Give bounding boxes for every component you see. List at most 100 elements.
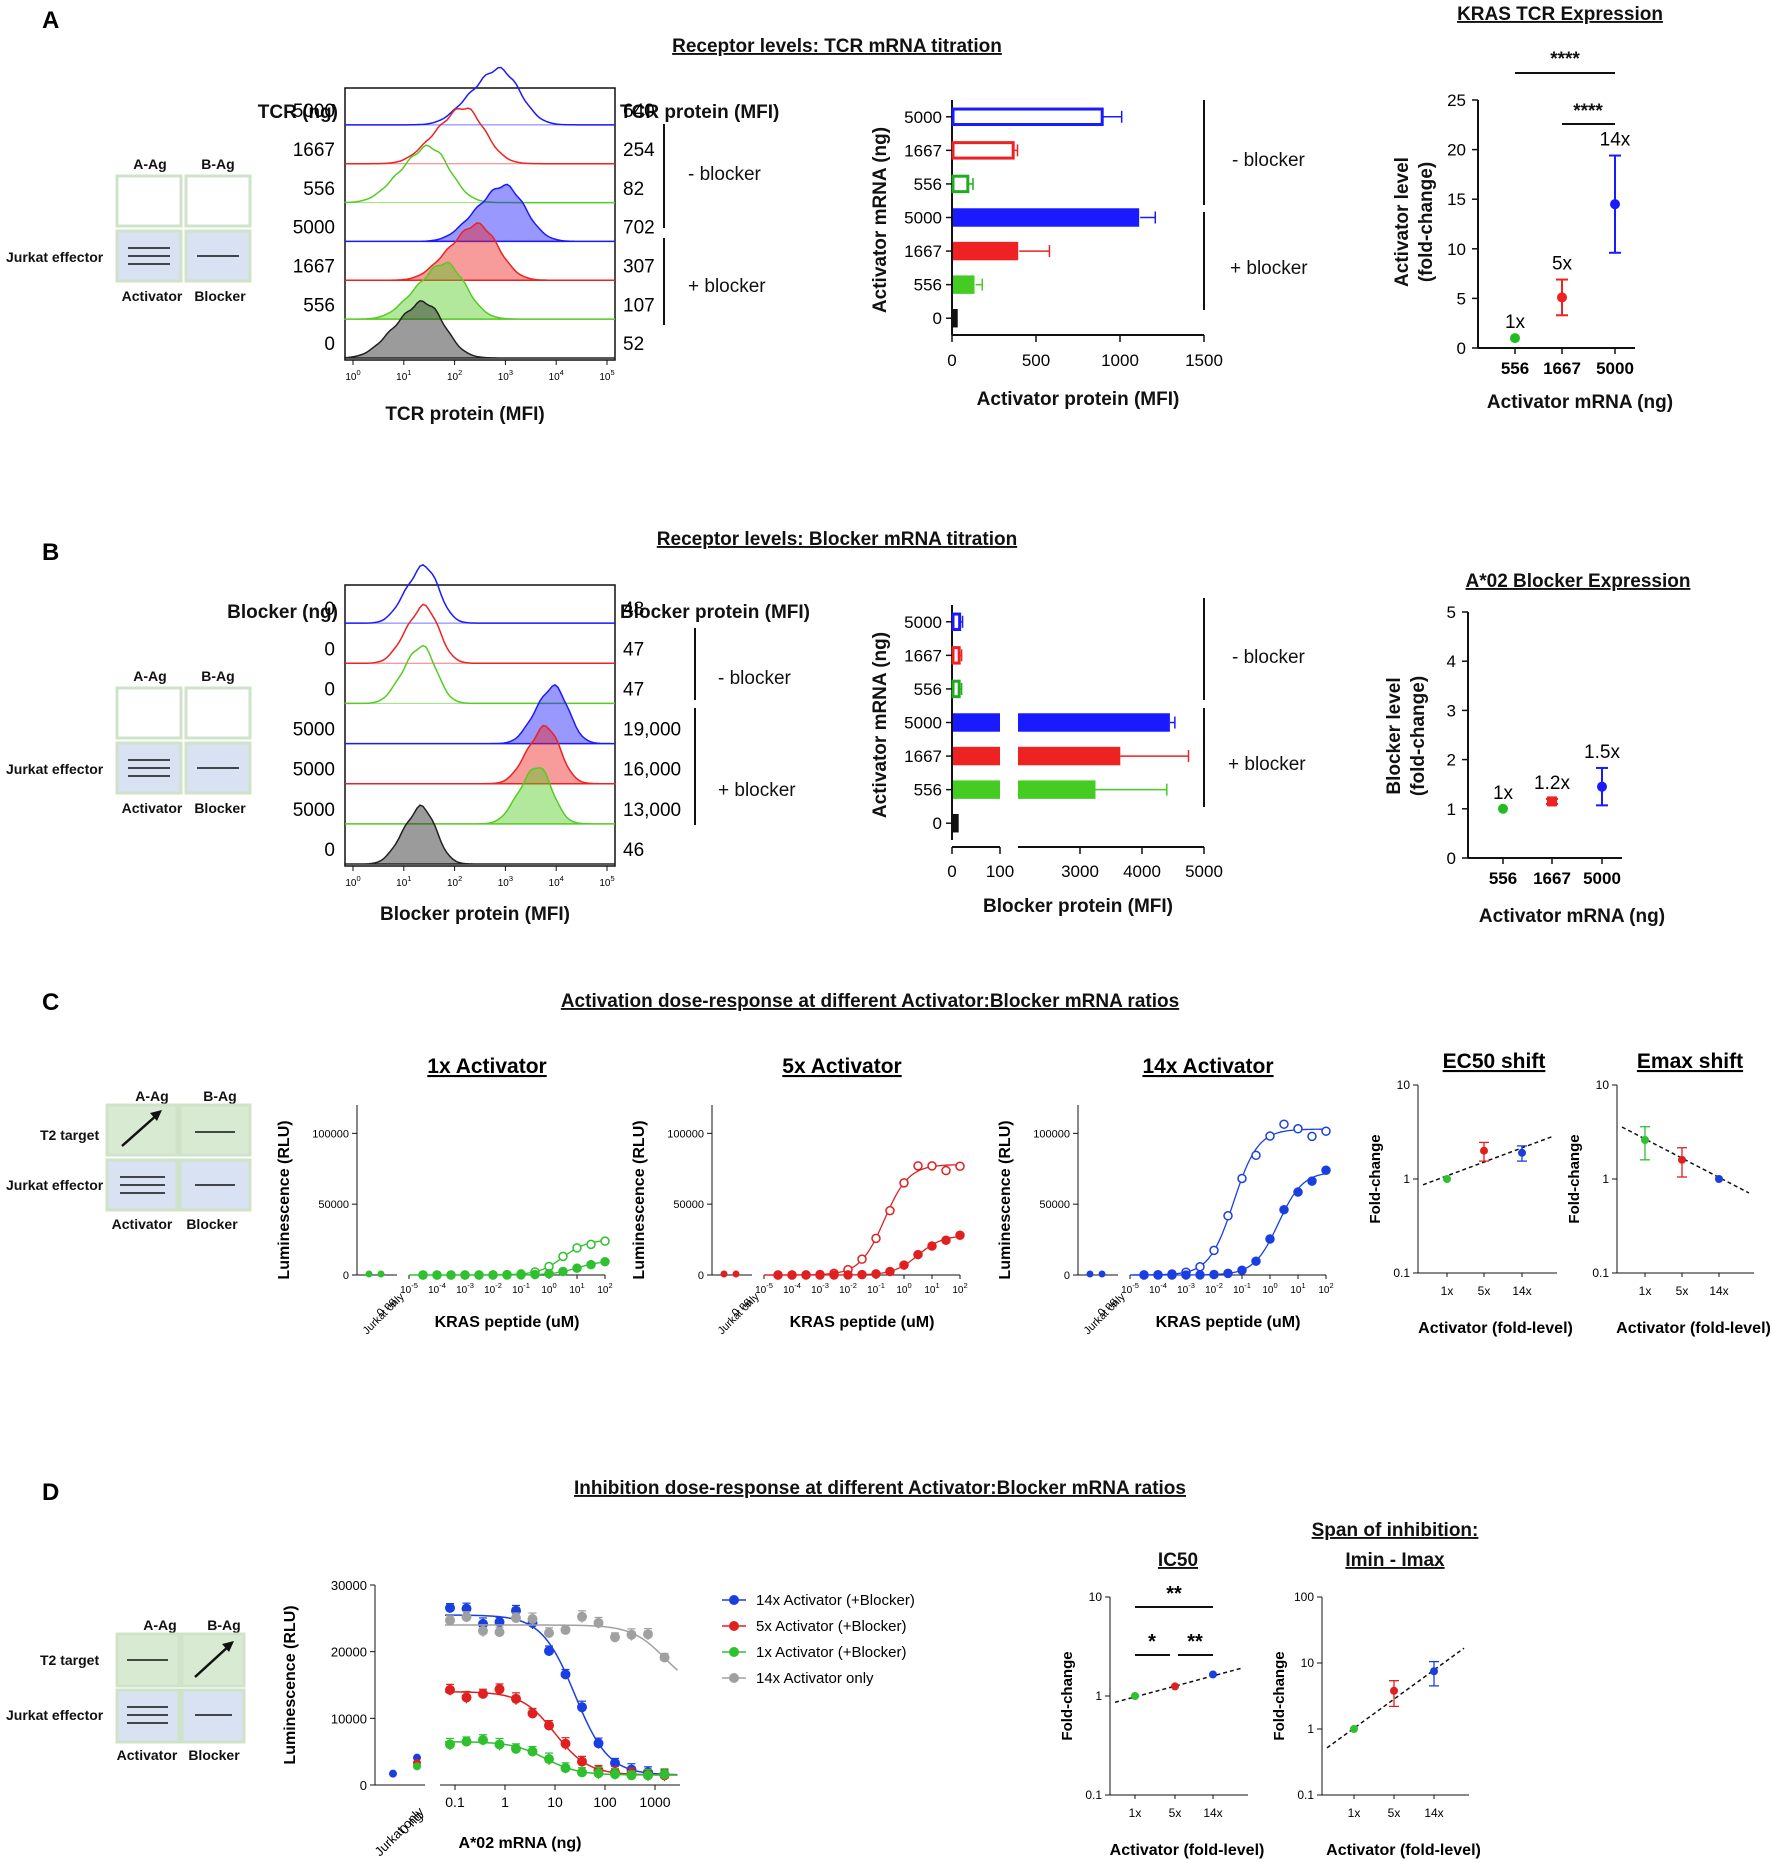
dose-ctrl-point bbox=[365, 1270, 373, 1278]
panel-a-scatter: KRAS TCR Expression Activator level (fol… bbox=[1392, 4, 1673, 413]
inh-point bbox=[494, 1684, 505, 1695]
bar-a-group-minus: - blocker bbox=[1232, 150, 1306, 171]
dose-xlabel: KRAS peptide (uM) bbox=[1156, 1314, 1301, 1331]
dose-point bbox=[941, 1165, 951, 1176]
inh-point bbox=[527, 1746, 538, 1757]
dose-point bbox=[1195, 1270, 1205, 1280]
dose-x-tick-label: 102 bbox=[1318, 1281, 1333, 1296]
sig-label: ** bbox=[1187, 1631, 1203, 1653]
dose-x-tick-label: 10-4 bbox=[428, 1281, 446, 1296]
histogram-tick-label: 101 bbox=[396, 874, 411, 889]
dose-x-tick-label: 10-3 bbox=[456, 1281, 474, 1296]
dose-point bbox=[572, 1243, 582, 1253]
dose-x-tick-label: 10-5 bbox=[400, 1281, 418, 1296]
fc-x-tick-label: 1x bbox=[1441, 1284, 1454, 1298]
dose-y-tick-label: 100000 bbox=[667, 1128, 704, 1140]
panel-a-letter: A bbox=[42, 7, 59, 34]
dose-point bbox=[586, 1239, 596, 1250]
bar-category-label: 1667 bbox=[904, 141, 942, 160]
fc-y-tick-label: 0.1 bbox=[1085, 1788, 1102, 1802]
histogram-trace bbox=[344, 644, 615, 705]
dose-x-tick-label: 10-5 bbox=[1121, 1281, 1139, 1296]
histogram-mfi-label: 47 bbox=[623, 639, 644, 660]
dose-point bbox=[871, 1269, 881, 1279]
panel-c-shift-plots: EC50 shift Emax shift 0.1 1 10 Fold-change Act… bbox=[1367, 1050, 1771, 1337]
schematic-row-jurkat: Jurkat effector bbox=[6, 249, 104, 265]
ic50-title: IC50 bbox=[1158, 1550, 1198, 1571]
histogram-mfi-label: 307 bbox=[623, 257, 655, 278]
histogram-ng-label: 556 bbox=[303, 179, 335, 200]
fc-y-tick-label: 1 bbox=[1602, 1172, 1609, 1186]
panel-d-letter: D bbox=[42, 1479, 59, 1506]
histogram-ng-label: 0 bbox=[324, 639, 335, 660]
panel-a-schematic: A-Ag B-Ag Jurkat effector Activator Bloc… bbox=[6, 156, 252, 304]
histogram-tick-label: 100 bbox=[345, 874, 360, 889]
inh-point bbox=[527, 1708, 538, 1719]
inh-y-tick-label: 10000 bbox=[331, 1711, 367, 1726]
dose-x-tick-label: 10-1 bbox=[512, 1281, 530, 1296]
inh-point bbox=[478, 1734, 488, 1745]
legend-label: 1x Activator (+Blocker) bbox=[756, 1644, 906, 1661]
fc-x-tick-label: 1x bbox=[1348, 1806, 1361, 1820]
dose-ctrl-point bbox=[1086, 1270, 1094, 1278]
dose-point bbox=[516, 1270, 526, 1280]
schematic-col-bag: B-Ag bbox=[201, 156, 234, 172]
bar-category-label: 556 bbox=[914, 175, 942, 194]
fc-y-tick-label: 10 bbox=[1596, 1078, 1610, 1092]
dose-point bbox=[530, 1269, 540, 1280]
fc-y-tick-label: 1 bbox=[1095, 1689, 1102, 1703]
inh-point bbox=[445, 1684, 455, 1695]
fc-point bbox=[1209, 1670, 1217, 1679]
dose-y-tick-label: 50000 bbox=[318, 1199, 349, 1211]
dose-point bbox=[885, 1266, 895, 1277]
scatter-point-label: 1.2x bbox=[1534, 773, 1570, 794]
bar bbox=[951, 679, 961, 699]
scatter-x-tick-label: 1667 bbox=[1533, 869, 1571, 888]
dose-point bbox=[418, 1270, 428, 1280]
scatter-x-tick-label: 556 bbox=[1501, 359, 1529, 378]
dose-point bbox=[899, 1260, 909, 1270]
histogram-ng-label: 1667 bbox=[293, 140, 335, 161]
inh-point bbox=[544, 1720, 554, 1731]
scatter-y-tick-label: 3 bbox=[1447, 701, 1456, 720]
bar-b-group-plus: + blocker bbox=[1228, 754, 1306, 775]
dose-y-tick-label: 0 bbox=[698, 1270, 704, 1282]
panel-d-title: Inhibition dose-response at different Ac… bbox=[574, 1478, 1186, 1499]
bar-category-label: 556 bbox=[914, 781, 942, 800]
scatter-y-tick-label: 0 bbox=[1447, 849, 1456, 868]
inh-x-tick-label: 1 bbox=[501, 1794, 509, 1810]
histogram-trace bbox=[345, 603, 615, 665]
bar-category-label: 556 bbox=[914, 276, 942, 295]
histogram-tick-label: 103 bbox=[498, 874, 513, 889]
scatter-point-label: 1x bbox=[1493, 783, 1514, 804]
dose-point bbox=[600, 1236, 610, 1246]
dose-response-title: 14x Activator bbox=[1142, 1055, 1273, 1078]
dose-point bbox=[857, 1269, 867, 1280]
inh-point bbox=[461, 1611, 472, 1622]
hist-b-group-minus: - blocker bbox=[718, 668, 792, 689]
scatter-y-tick-label: 25 bbox=[1447, 91, 1466, 110]
inh-point bbox=[577, 1611, 587, 1622]
legend-label: 5x Activator (+Blocker) bbox=[756, 1618, 906, 1635]
histogram-tick-label: 102 bbox=[447, 368, 462, 383]
dose-point bbox=[913, 1249, 923, 1260]
scatter-a-sig1: **** bbox=[1550, 49, 1580, 70]
scatter-point bbox=[1610, 199, 1620, 210]
inh-x-tick-label: 0.1 bbox=[445, 1794, 465, 1810]
dose-point bbox=[586, 1259, 596, 1270]
histogram-ng-label: 5000 bbox=[293, 101, 335, 122]
scatter-y-tick-label: 4 bbox=[1447, 652, 1456, 671]
dose-point bbox=[913, 1161, 923, 1171]
fc-point bbox=[1480, 1146, 1488, 1155]
bar bbox=[953, 275, 975, 294]
histogram-tick-label: 103 bbox=[498, 368, 513, 383]
dose-x-tick-label: 102 bbox=[952, 1281, 967, 1296]
inh-point bbox=[494, 1739, 505, 1750]
scatter-b-ylabel2: (fold-change) bbox=[1408, 676, 1429, 796]
histogram-mfi-label: 16,000 bbox=[623, 760, 681, 781]
dose-point bbox=[558, 1251, 568, 1262]
dose-point bbox=[1195, 1261, 1205, 1272]
dose-point bbox=[1293, 1187, 1303, 1197]
fc-point bbox=[1350, 1725, 1358, 1733]
